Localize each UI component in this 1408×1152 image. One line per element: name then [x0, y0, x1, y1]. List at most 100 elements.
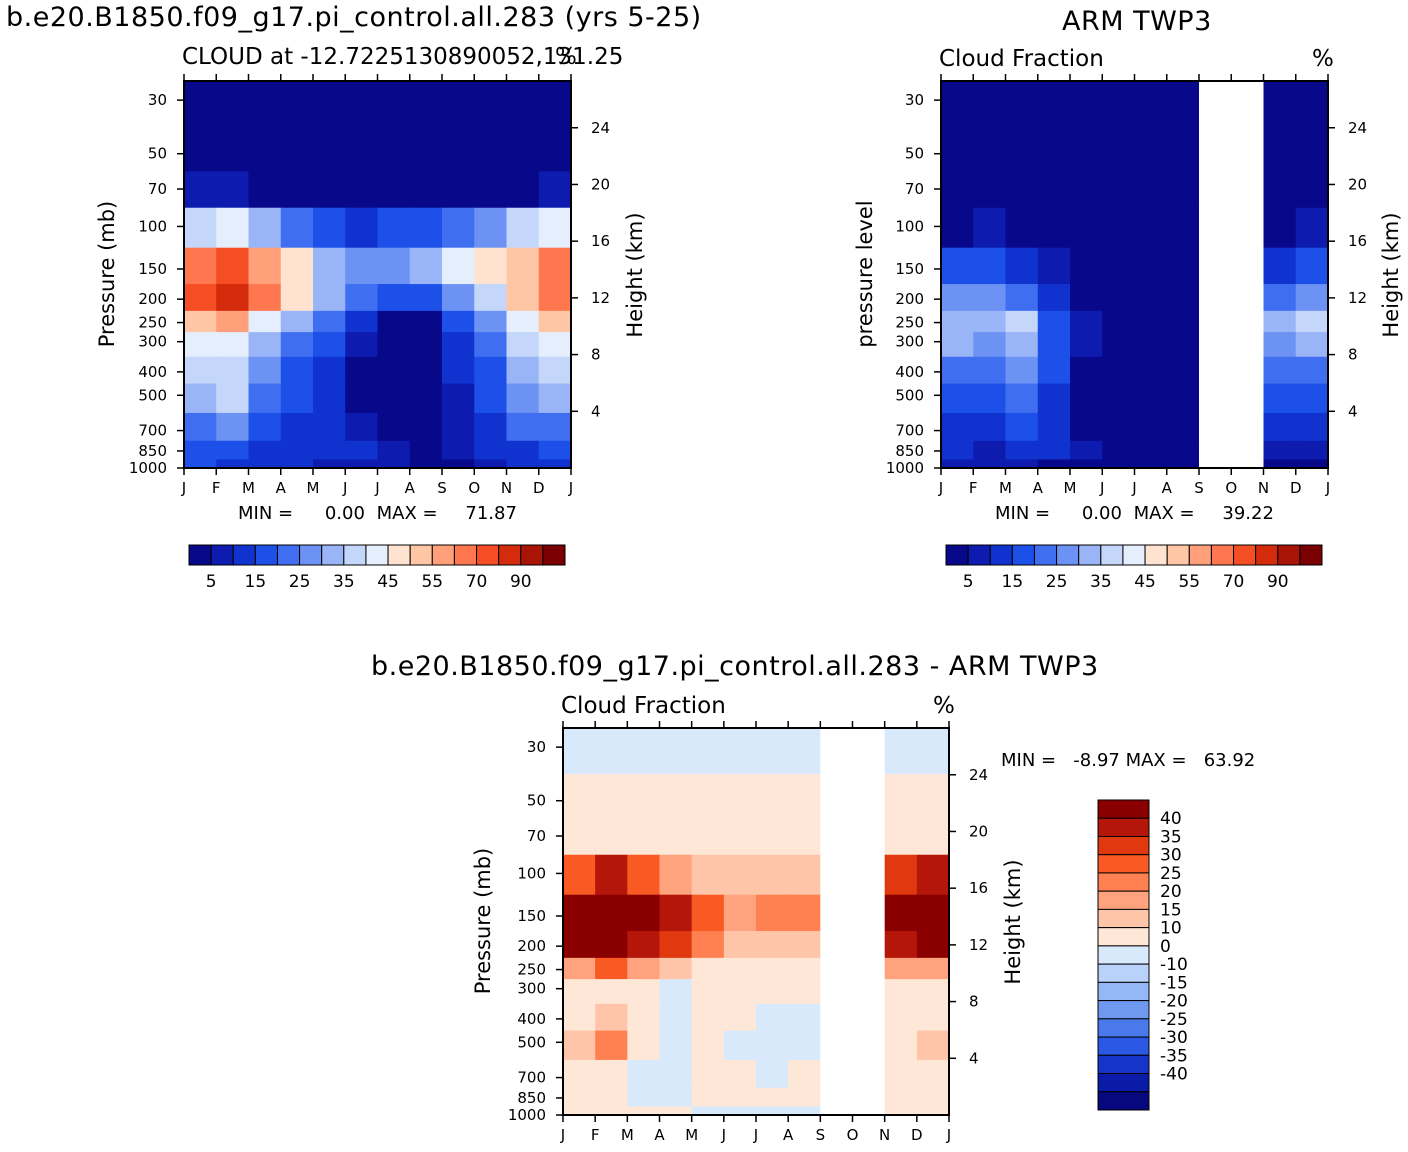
- diff-cell: [691, 728, 725, 775]
- model-cell: [280, 412, 314, 442]
- model-cell: [345, 332, 379, 358]
- obs-cell: [973, 284, 1007, 312]
- model-ytick-label: 700: [138, 422, 167, 440]
- obs-colorbar-swatch: [1277, 544, 1301, 566]
- obs-xtick-label: M: [1064, 479, 1077, 497]
- model-cell: [345, 310, 379, 333]
- diff-xtick-label: J: [946, 1126, 951, 1144]
- diff-cell: [659, 818, 693, 856]
- obs-colorbar-label: 90: [1267, 572, 1289, 592]
- model-ytick-label: 250: [138, 314, 167, 332]
- obs-y2tick-label: 4: [1348, 402, 1358, 420]
- obs-colorbar-label: 5: [963, 572, 974, 592]
- obs-cell: [1134, 356, 1168, 385]
- obs-cell: [1037, 247, 1071, 285]
- obs-cell: [1231, 383, 1265, 414]
- model-cell: [216, 207, 250, 249]
- model-xtick-label: A: [405, 479, 416, 497]
- model-ytick-label: 400: [138, 363, 167, 381]
- model-cell: [345, 81, 379, 128]
- model-cell: [248, 126, 282, 172]
- model-cell: [345, 207, 379, 249]
- obs-ytick-label: 100: [895, 217, 924, 235]
- model-cell: [280, 207, 314, 249]
- obs-cell: [1037, 207, 1071, 249]
- diff-cell: [916, 773, 950, 819]
- diff-cell: [884, 1106, 918, 1116]
- model-cell: [248, 459, 282, 469]
- diff-cell: [820, 773, 854, 819]
- model-minmax: MIN = 0.00 MAX = 71.87: [238, 503, 517, 524]
- obs-cell: [1070, 207, 1103, 249]
- obs-colorbar: 5 15 25 35 45 55 70 90: [945, 544, 1323, 592]
- obs-cell: [1166, 310, 1200, 333]
- diff-cell: [563, 818, 596, 856]
- diff-cell: [884, 979, 918, 1005]
- model-ytick-label: 200: [138, 290, 167, 308]
- model-cell: [216, 332, 250, 358]
- diff-cell: [852, 931, 886, 959]
- model-min-value: 0.00: [324, 503, 365, 524]
- model-cell: [538, 383, 572, 414]
- model-colorbar-label: 15: [245, 572, 267, 592]
- obs-cell: [1037, 310, 1071, 333]
- diff-xtick-label: A: [654, 1126, 665, 1144]
- model-cell: [442, 383, 475, 414]
- model-cell: [474, 356, 508, 385]
- obs-colorbar-label: 45: [1134, 572, 1156, 592]
- model-cell: [313, 412, 346, 442]
- model-colorbar-label: 5: [206, 572, 217, 592]
- model-cell: [474, 171, 508, 209]
- diff-cell: [691, 773, 725, 819]
- diff-cell: [916, 1030, 950, 1061]
- obs-cell: [1070, 171, 1103, 209]
- model-cell: [538, 459, 572, 469]
- obs-cell: [1134, 332, 1168, 358]
- model-cell: [313, 440, 346, 461]
- obs-cell: [1199, 459, 1232, 469]
- diff-cell: [563, 1003, 596, 1032]
- obs-cell: [1134, 459, 1168, 469]
- obs-cell: [1166, 171, 1200, 209]
- model-cell: [442, 332, 475, 358]
- model-colorbar-swatch: [476, 544, 500, 566]
- obs-cell: [1263, 81, 1297, 128]
- diff-cell: [788, 957, 821, 980]
- diff-cell: [595, 931, 628, 959]
- model-cell: [474, 412, 508, 442]
- model-cell: [248, 310, 282, 333]
- diff-cell: [595, 818, 628, 856]
- obs-cell: [1231, 440, 1265, 461]
- obs-xtick-label: N: [1258, 479, 1269, 497]
- obs-cell: [1295, 284, 1329, 312]
- model-cell: [248, 440, 282, 461]
- diff-cell: [723, 728, 757, 775]
- obs-colorbar-swatch: [1210, 544, 1235, 566]
- model-cell: [442, 284, 475, 312]
- diff-cell: [820, 728, 854, 775]
- diff-colorbar-label: -30: [1160, 1028, 1188, 1048]
- model-cell: [313, 332, 346, 358]
- obs-cell: [1166, 383, 1200, 414]
- model-y2tick-label: 4: [591, 402, 601, 420]
- model-cell: [506, 332, 540, 358]
- obs-cell: [1037, 171, 1071, 209]
- obs-colorbar-swatch: [1299, 544, 1323, 566]
- obs-cell: [1231, 332, 1265, 358]
- model-cell: [442, 440, 475, 461]
- model-xtick-label: O: [468, 479, 480, 497]
- model-colorbar-label: 55: [421, 572, 443, 592]
- model-cell: [442, 247, 475, 285]
- obs-cell: [1102, 332, 1136, 358]
- obs-cell: [1231, 284, 1265, 312]
- obs-cell: [1005, 356, 1039, 385]
- diff-colorbar-swatch: [1097, 854, 1150, 874]
- diff-cell: [691, 818, 725, 856]
- obs-cell: [1199, 412, 1232, 442]
- model-cell: [442, 310, 475, 333]
- model-xtick-label: D: [533, 479, 545, 497]
- obs-cell: [1166, 412, 1200, 442]
- obs-cell: [1263, 207, 1297, 249]
- diff-cell: [627, 1087, 661, 1108]
